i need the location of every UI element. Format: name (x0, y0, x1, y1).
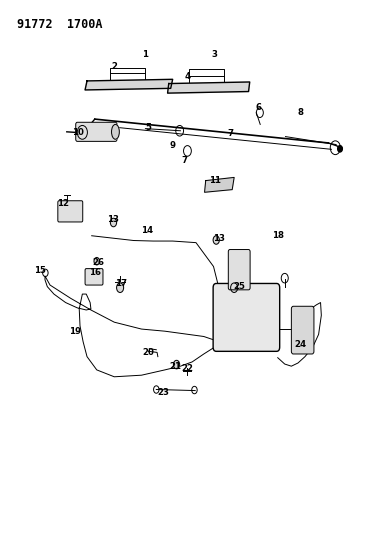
Text: 7: 7 (181, 156, 187, 165)
Text: 8: 8 (297, 108, 303, 117)
Text: 16: 16 (89, 268, 101, 277)
Circle shape (213, 236, 220, 244)
FancyBboxPatch shape (76, 122, 117, 141)
FancyBboxPatch shape (85, 269, 103, 285)
Text: 4: 4 (184, 72, 191, 81)
Text: 12: 12 (57, 199, 69, 208)
Text: 23: 23 (157, 388, 169, 397)
Text: 10: 10 (73, 128, 84, 138)
Text: 5: 5 (145, 123, 151, 132)
Text: 9: 9 (170, 141, 176, 150)
Circle shape (94, 257, 100, 265)
Text: 26: 26 (92, 258, 104, 266)
Text: 91772  1700A: 91772 1700A (17, 18, 102, 31)
Text: 3: 3 (212, 50, 218, 59)
Text: 13: 13 (212, 234, 225, 243)
Text: 22: 22 (181, 364, 193, 373)
Text: 20: 20 (143, 348, 154, 357)
Text: 14: 14 (141, 226, 153, 235)
Text: 15: 15 (34, 266, 46, 275)
Text: 6: 6 (255, 103, 261, 112)
FancyBboxPatch shape (228, 249, 250, 290)
Text: 21: 21 (170, 362, 182, 370)
Text: 7: 7 (227, 130, 233, 139)
Text: 17: 17 (115, 279, 127, 288)
Text: 13: 13 (107, 215, 120, 224)
Text: 18: 18 (272, 231, 284, 240)
Ellipse shape (112, 124, 119, 139)
Polygon shape (85, 79, 172, 90)
Text: 25: 25 (233, 282, 245, 291)
FancyBboxPatch shape (58, 201, 83, 222)
Polygon shape (205, 177, 234, 192)
Text: 19: 19 (69, 327, 81, 336)
FancyBboxPatch shape (213, 284, 279, 351)
Circle shape (338, 146, 342, 152)
Circle shape (111, 218, 116, 227)
Text: 11: 11 (209, 176, 221, 185)
Circle shape (173, 360, 180, 369)
Circle shape (230, 283, 238, 293)
Text: 1: 1 (142, 50, 149, 59)
Polygon shape (168, 82, 250, 93)
Text: 24: 24 (294, 341, 307, 350)
Text: 2: 2 (111, 62, 117, 70)
Circle shape (116, 283, 123, 293)
FancyBboxPatch shape (291, 306, 314, 354)
